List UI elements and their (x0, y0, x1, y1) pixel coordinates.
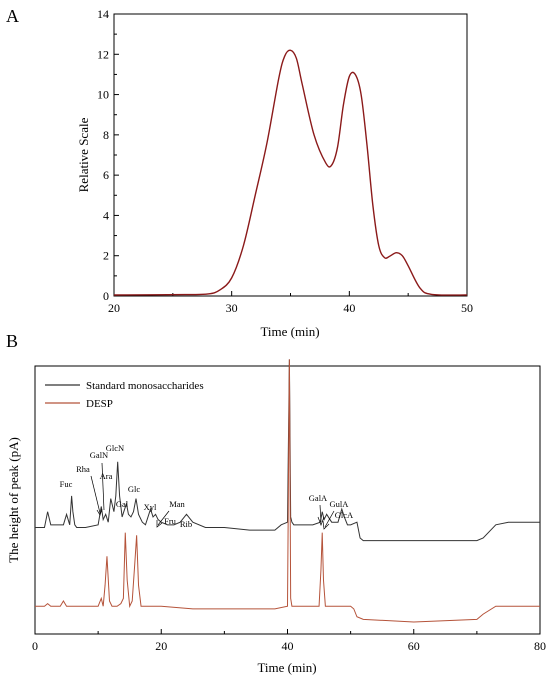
peak-label-fuc: Fuc (60, 479, 73, 489)
arrow-gula (324, 510, 335, 528)
panel-b-y-axis-label: The height of peak (pA) (6, 437, 21, 563)
peak-label-glcn: GlcN (106, 443, 124, 453)
panel-a-y-tick-label: 14 (97, 7, 109, 21)
panel-a-y-tick-label: 8 (103, 128, 109, 142)
panel-a-x-axis-label: Time (min) (260, 324, 319, 339)
panel-a-y-tick-label: 6 (103, 168, 109, 182)
panel-b-x-tick-label: 20 (155, 639, 167, 653)
peak-label-rib: Rib (180, 519, 192, 529)
peak-label-ara: Ara (100, 471, 113, 481)
panel-b-x-tick-label: 60 (408, 639, 420, 653)
arrow-rha (90, 475, 101, 514)
panel-a-y-tick-label: 0 (103, 289, 109, 303)
legend-label-standard: Standard monosaccharides (86, 380, 204, 392)
peak-label-fru: Fru (164, 516, 177, 526)
panel-a-y-tick-label: 10 (97, 88, 109, 102)
peak-annotations: Fuc Rha GalN Ara GlcN Gal Glc Xyl Man Fr… (60, 443, 354, 529)
panel-a-x-tick-label: 20 (108, 301, 120, 315)
arrow-galn (101, 462, 105, 511)
panel-b-x-tick-label: 80 (534, 639, 546, 653)
panel-a-x-tick-label: 50 (461, 301, 473, 315)
panel-b-label: B (6, 331, 18, 351)
panel-b-series-desp-line (35, 359, 540, 623)
peak-label-gala: GalA (309, 493, 328, 503)
panel-b-x-axis-label: Time (min) (257, 660, 316, 675)
arrow-rha-head (96, 508, 103, 516)
panel-b-x-tick-label: 0 (32, 639, 38, 653)
panel-a-y-tick-label: 2 (103, 249, 109, 263)
peak-label-galn: GalN (90, 450, 108, 460)
arrow-man (157, 510, 170, 526)
panel-a: A 20 30 40 50 0 2 4 6 8 10 12 14 Time (min) Relati… (6, 6, 473, 339)
panel-b-x-ticks: 0 20 40 60 80 (32, 629, 546, 653)
panel-a-y-axis-label: Relative Scale (76, 117, 91, 192)
panel-b-series-standard-line (35, 359, 540, 542)
arrow-gala (319, 504, 322, 523)
legend-label-desp: DESP (86, 398, 113, 410)
panel-a-x-tick-label: 40 (343, 301, 355, 315)
panel-a-y-tick-label: 12 (97, 47, 109, 61)
peak-label-man: Man (169, 499, 185, 509)
panel-a-y-ticks: 0 2 4 6 8 10 12 14 (97, 7, 119, 303)
peak-label-gula: GulA (330, 499, 350, 509)
panel-a-label: A (6, 6, 19, 26)
panel-b-legend: Standard monosaccharides DESP (45, 380, 204, 410)
panel-a-plot-frame (113, 13, 468, 297)
peak-label-xyl: Xyl (144, 502, 157, 512)
arrow-man-head (156, 520, 163, 528)
panel-a-x-tick-label: 30 (226, 301, 238, 315)
peak-label-gal: Gal (116, 499, 129, 509)
panel-a-series-line (113, 49, 468, 296)
panel-a-x-ticks: 20 30 40 50 (108, 291, 473, 315)
peak-arrows (90, 462, 335, 530)
panel-a-y-tick-label: 4 (103, 208, 109, 222)
peak-label-rha: Rha (76, 464, 90, 474)
panel-b-x-tick-label: 40 (282, 639, 294, 653)
panel-b: B 0 20 40 60 80 Standard monosaccharides DES… (6, 331, 546, 675)
peak-label-glc: Glc (128, 484, 141, 494)
arrow-gala-head (317, 516, 325, 526)
arrow-gula-head (322, 520, 330, 530)
peak-label-glca: GlcA (335, 510, 354, 520)
